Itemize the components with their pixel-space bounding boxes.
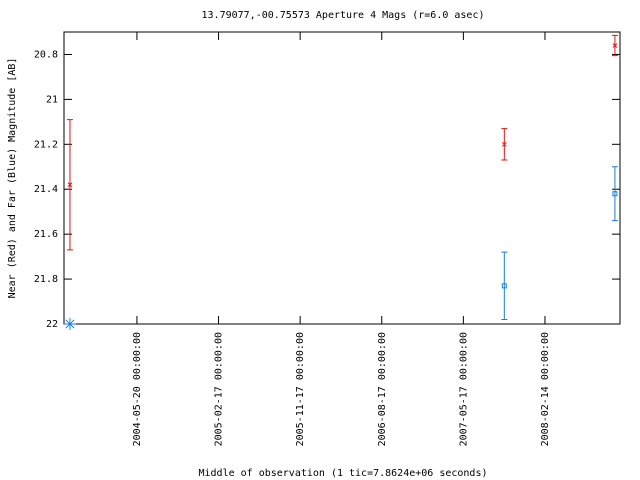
y-tick-label: 20.8: [34, 49, 58, 60]
y-tick-label: 21.2: [34, 139, 58, 150]
x-tick-label: 2004-05-20 00:00:00: [132, 332, 143, 446]
y-tick-label: 21.8: [34, 274, 58, 285]
x-tick-label: 2006-08-17 00:00:00: [377, 332, 388, 446]
point-marker: [612, 191, 618, 197]
point-marker: [63, 318, 76, 330]
x-tick-label: 2005-02-17 00:00:00: [214, 332, 225, 446]
x-tick-label: 2005-11-17 00:00:00: [295, 332, 306, 446]
y-tick-label: 21.6: [34, 229, 58, 240]
point-marker: [612, 43, 618, 48]
plot-frame: [63, 31, 621, 325]
x-tick-label: 2008-02-14 00:00:00: [540, 332, 551, 446]
y-tick-label: 21: [46, 94, 58, 105]
error-bar: [611, 166, 618, 222]
chart-title: 13.79077,-00.75573 Aperture 4 Mags (r=6.…: [202, 10, 485, 21]
error-bar: [501, 251, 508, 321]
y-tick-label: 21.4: [34, 184, 58, 195]
x-tick-label: 2007-05-17 00:00:00: [458, 332, 469, 446]
point-marker: [501, 141, 507, 147]
point-marker: [67, 182, 73, 188]
y-axis-label: Near (Red) and Far (Blue) Magnitude [AB]: [7, 58, 18, 299]
x-axis-label: Middle of observation (1 tic=7.8624e+06 …: [199, 468, 488, 479]
point-marker: [501, 283, 507, 289]
y-tick-label: 22: [46, 319, 58, 330]
